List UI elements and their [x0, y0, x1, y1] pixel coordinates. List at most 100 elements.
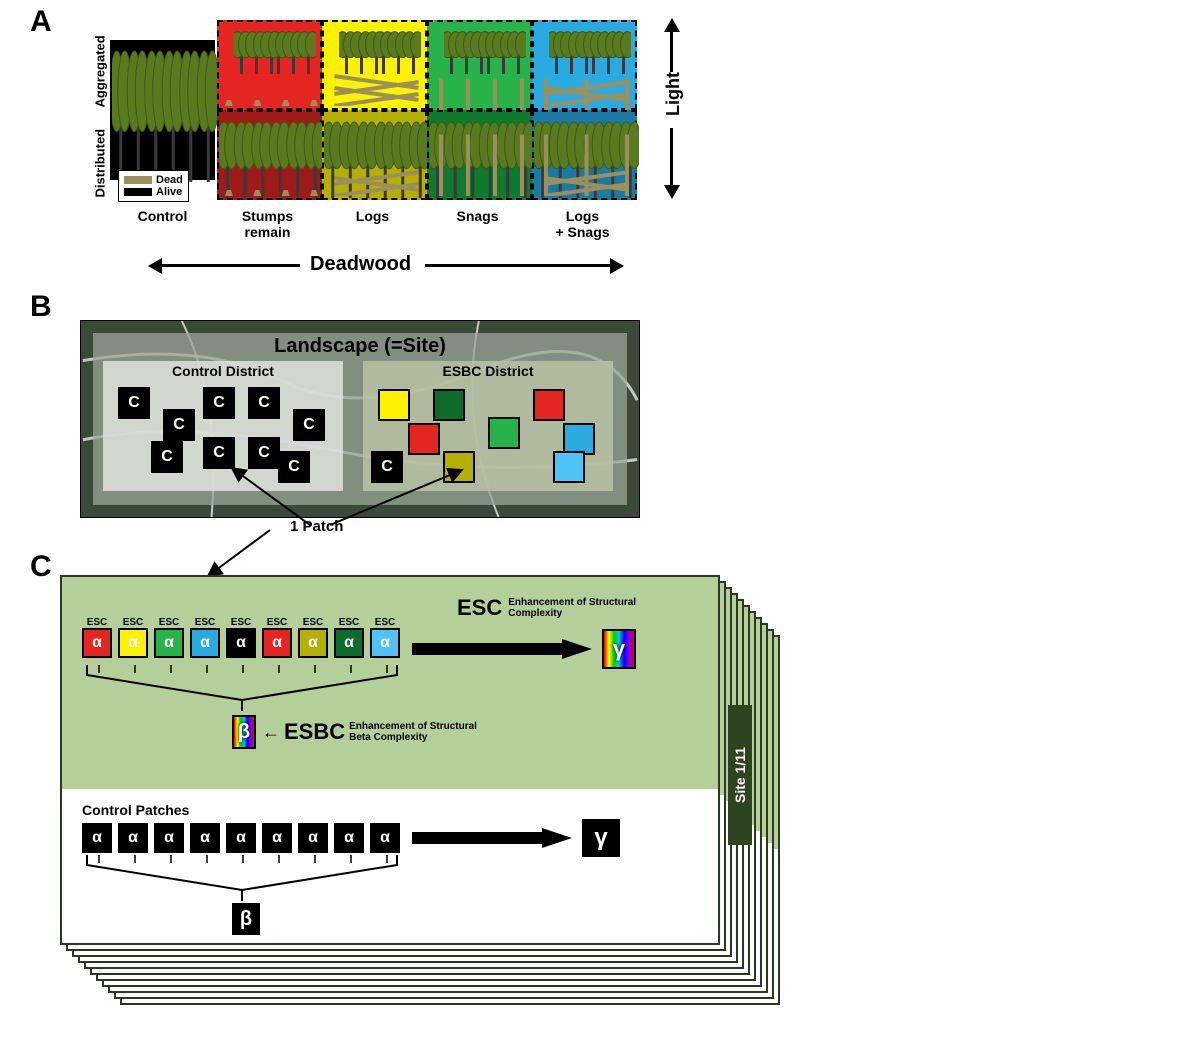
ctrl-patch-5: C	[151, 441, 183, 473]
gamma-ctrl: γ	[582, 819, 620, 857]
deadwood-arrow-line-left	[160, 264, 300, 267]
beta-ctrl: β	[232, 903, 260, 935]
control-patches-label: Control Patches	[82, 802, 189, 818]
ctrl-alpha-2: α	[154, 823, 184, 853]
ctrl-alpha-6: α	[298, 823, 328, 853]
esc-alpha-1: α	[118, 628, 148, 658]
light-arrow-head-bottom	[664, 185, 680, 199]
gamma-esc: γ	[602, 629, 636, 669]
ctrl-patch-6: C	[203, 437, 235, 469]
ctrl-alpha-0: α	[82, 823, 112, 853]
esc-alpha-7: α	[334, 628, 364, 658]
ctrl-alpha-5: α	[262, 823, 292, 853]
collabel-3: Snags	[425, 208, 530, 224]
ctrl-arrow	[412, 828, 572, 848]
ctrl-patch-4: C	[293, 409, 325, 441]
esbc-patch-4	[488, 417, 520, 449]
ctrl-patch-1: C	[163, 409, 195, 441]
beta-esbc: β	[232, 715, 256, 749]
ctrl-alpha-3: α	[190, 823, 220, 853]
ctrl-patch-8: C	[278, 451, 310, 483]
legend-alive-label: Alive	[156, 186, 182, 198]
rowlabel-aggregated: Aggregated	[93, 18, 108, 108]
collabel-2: Logs	[320, 208, 425, 224]
esc-alpha-2: α	[154, 628, 184, 658]
cell-4-0	[532, 20, 637, 110]
panel-letter-B: B	[30, 290, 52, 324]
panelB-landscape: Landscape (=Site) Control District CCCCC…	[80, 320, 640, 518]
cell-3-0	[427, 20, 532, 110]
esc-small-8: ESC	[370, 617, 400, 628]
deadwood-arrow-head-right	[610, 258, 624, 274]
light-arrow-head-top	[664, 18, 680, 32]
light-arrow-line-top	[670, 30, 673, 72]
esc-small-7: ESC	[334, 617, 364, 628]
esc-title: ESCEnhancement of StructuralComplexity	[457, 595, 636, 621]
ctrl-beta-bracket	[82, 855, 402, 905]
control-district-title: Control District	[103, 361, 343, 381]
control-district-patches: CCCCCCCCC	[103, 381, 343, 481]
control-alpha-row: ααααααααα	[82, 823, 400, 853]
collabel-4: Logs+ Snags	[530, 208, 635, 240]
esc-alpha-3: α	[190, 628, 220, 658]
esc-alpha-6: α	[298, 628, 328, 658]
stack-sheet-0: ESCαESCαESCαESCαESCαESCαESCαESCαESCαESCE…	[60, 575, 720, 945]
cell-2-0	[322, 20, 427, 110]
one-patch-label: 1 Patch	[290, 518, 343, 535]
ctrl-alpha-8: α	[370, 823, 400, 853]
esc-alpha-4: α	[226, 628, 256, 658]
esbc-patch-8	[553, 451, 585, 483]
esc-row: ESCαESCαESCαESCαESCαESCαESCαESCαESCα	[82, 617, 400, 658]
esc-small-6: ESC	[298, 617, 328, 628]
collabel-1: Stumpsremain	[215, 208, 320, 240]
esbc-patch-1	[433, 389, 465, 421]
collabel-0: Control	[110, 208, 215, 224]
legend-alive-swatch	[124, 188, 152, 196]
esbc-district-patches: C	[363, 381, 613, 481]
control-district: Control District CCCCCCCCC	[103, 361, 343, 491]
cell-1-1	[217, 110, 322, 200]
light-axis-label: Light	[663, 72, 684, 116]
esc-arrow	[412, 639, 592, 659]
esc-alpha-0: α	[82, 628, 112, 658]
ctrl-patch-2: C	[203, 387, 235, 419]
esc-small-1: ESC	[118, 617, 148, 628]
ctrl-alpha-1: α	[118, 823, 148, 853]
cell-2-1	[322, 110, 427, 200]
deadwood-arrow-head-left	[148, 258, 162, 274]
ctrl-patch-0: C	[118, 387, 150, 419]
esc-alpha-8: α	[370, 628, 400, 658]
site-tab: Site 1/11	[728, 705, 752, 845]
deadwood-arrow-line-right	[425, 264, 610, 267]
panelA-legend: Dead Alive	[118, 170, 189, 202]
esbc-district-title: ESBC District	[363, 361, 613, 381]
esbc-patch-3	[408, 423, 440, 455]
panel-letter-C: C	[30, 550, 52, 584]
esc-small-5: ESC	[262, 617, 292, 628]
esbc-patch-6: C	[371, 451, 403, 483]
esbc-patch-0	[378, 389, 410, 421]
panelA-grid	[110, 20, 640, 200]
esbc-title: ←ESBCEnhancement of StructuralBeta Compl…	[262, 719, 477, 745]
deadwood-axis-label: Deadwood	[310, 253, 411, 276]
ctrl-alpha-4: α	[226, 823, 256, 853]
landscape-title: Landscape (=Site)	[93, 333, 627, 360]
esc-small-0: ESC	[82, 617, 112, 628]
ctrl-alpha-7: α	[334, 823, 364, 853]
landscape-overlay: Landscape (=Site) Control District CCCCC…	[93, 333, 627, 505]
cell-1-0	[217, 20, 322, 110]
light-arrow-line-bottom	[670, 128, 673, 186]
legend-dead-label: Dead	[156, 174, 183, 186]
panelC-stack: ESCαESCαESCαESCαESCαESCαESCαESCαESCαESCE…	[60, 575, 810, 1015]
esc-small-3: ESC	[190, 617, 220, 628]
ctrl-patch-3: C	[248, 387, 280, 419]
esc-small-2: ESC	[154, 617, 184, 628]
ctrl-patch-7: C	[248, 437, 280, 469]
cell-3-1	[427, 110, 532, 200]
esbc-district: ESBC District C	[363, 361, 613, 491]
legend-dead-swatch	[124, 176, 152, 184]
esbc-patch-2	[533, 389, 565, 421]
cell-control	[110, 40, 215, 180]
rowlabel-distributed: Distributed	[93, 108, 108, 198]
esc-alpha-5: α	[262, 628, 292, 658]
